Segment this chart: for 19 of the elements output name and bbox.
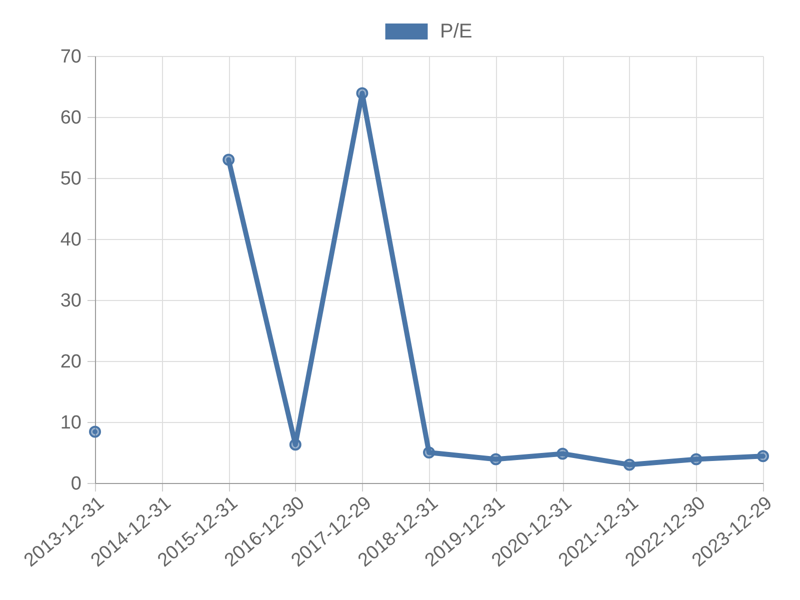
- y-tick-label: 60: [60, 108, 82, 128]
- point: [289, 438, 302, 451]
- y-tick-label: 50: [60, 168, 82, 190]
- point: [690, 453, 702, 466]
- y-tick-label: 30: [60, 290, 82, 312]
- point: [490, 453, 502, 466]
- point: [757, 450, 769, 462]
- y-tick-label: 0: [70, 474, 82, 494]
- y-tick-label: 40: [60, 230, 82, 250]
- legend-label: P/E: [440, 20, 472, 42]
- point: [623, 458, 636, 471]
- point: [222, 154, 235, 166]
- y-tick-label: 20: [60, 352, 82, 372]
- point: [423, 446, 435, 458]
- point: [356, 87, 368, 100]
- y-tick-label: 10: [60, 412, 82, 434]
- point: [556, 448, 569, 460]
- y-tick-label: 70: [60, 46, 82, 68]
- point: [89, 426, 101, 438]
